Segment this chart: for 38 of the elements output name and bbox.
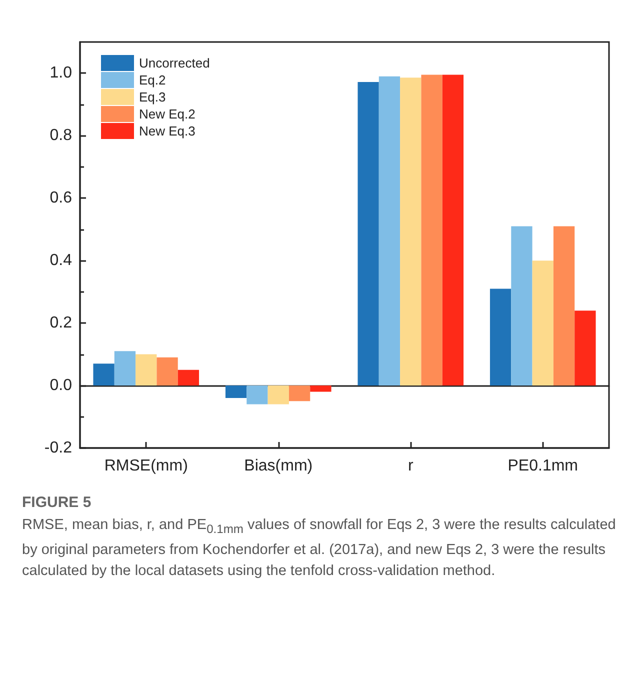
bar (358, 82, 379, 386)
legend-label: New Eq.2 (139, 106, 196, 122)
bar (114, 351, 136, 386)
bar (490, 288, 512, 386)
y-tick-label: 0.8 (50, 127, 72, 144)
bar (421, 74, 442, 386)
bar (288, 386, 310, 402)
bar (532, 260, 554, 386)
bar (93, 364, 114, 386)
y-tick-label: 0.2 (50, 314, 72, 332)
bar (442, 74, 464, 386)
y-tick-label: -0.2 (44, 440, 72, 456)
bar (574, 310, 596, 386)
bar (310, 386, 332, 392)
y-tick-label: 0.6 (50, 190, 72, 207)
bar (178, 370, 200, 386)
bar (511, 226, 532, 386)
x-tick-label: Bias(mm) (244, 458, 313, 474)
y-tick-label: 0.4 (50, 252, 72, 270)
x-tick-label: RMSE(mm) (104, 458, 188, 474)
bar (246, 386, 268, 404)
bar (553, 226, 575, 386)
bar (156, 357, 178, 386)
bar (136, 354, 157, 386)
x-tick-label: r (408, 458, 414, 474)
legend-label: Eq.3 (139, 90, 166, 104)
legend-label: New Eq.3 (139, 124, 196, 138)
bar (378, 76, 400, 386)
caption: FIGURE 5 (22, 494, 92, 511)
text: RMSE, mean bias, r, and PE$_{0.1mm}$ values of snowfall for Eqs 2, 3 were the results calculated by original parameters from Kochendorfer et al. (2017a), and new Eqs 2, 3 were the results calculated by the local datasets using the tenfold cross-validation method. (22, 516, 617, 581)
x-tick-label: PE0.1mm (508, 458, 578, 474)
y-tick-label: 1.0 (50, 64, 72, 82)
y-tick-label: 0.0 (50, 377, 72, 394)
bar (400, 78, 422, 386)
legend-label: Eq.2 (139, 72, 166, 88)
bar (268, 386, 289, 404)
bar (225, 386, 247, 398)
legend-label: Uncorrected (139, 56, 210, 70)
